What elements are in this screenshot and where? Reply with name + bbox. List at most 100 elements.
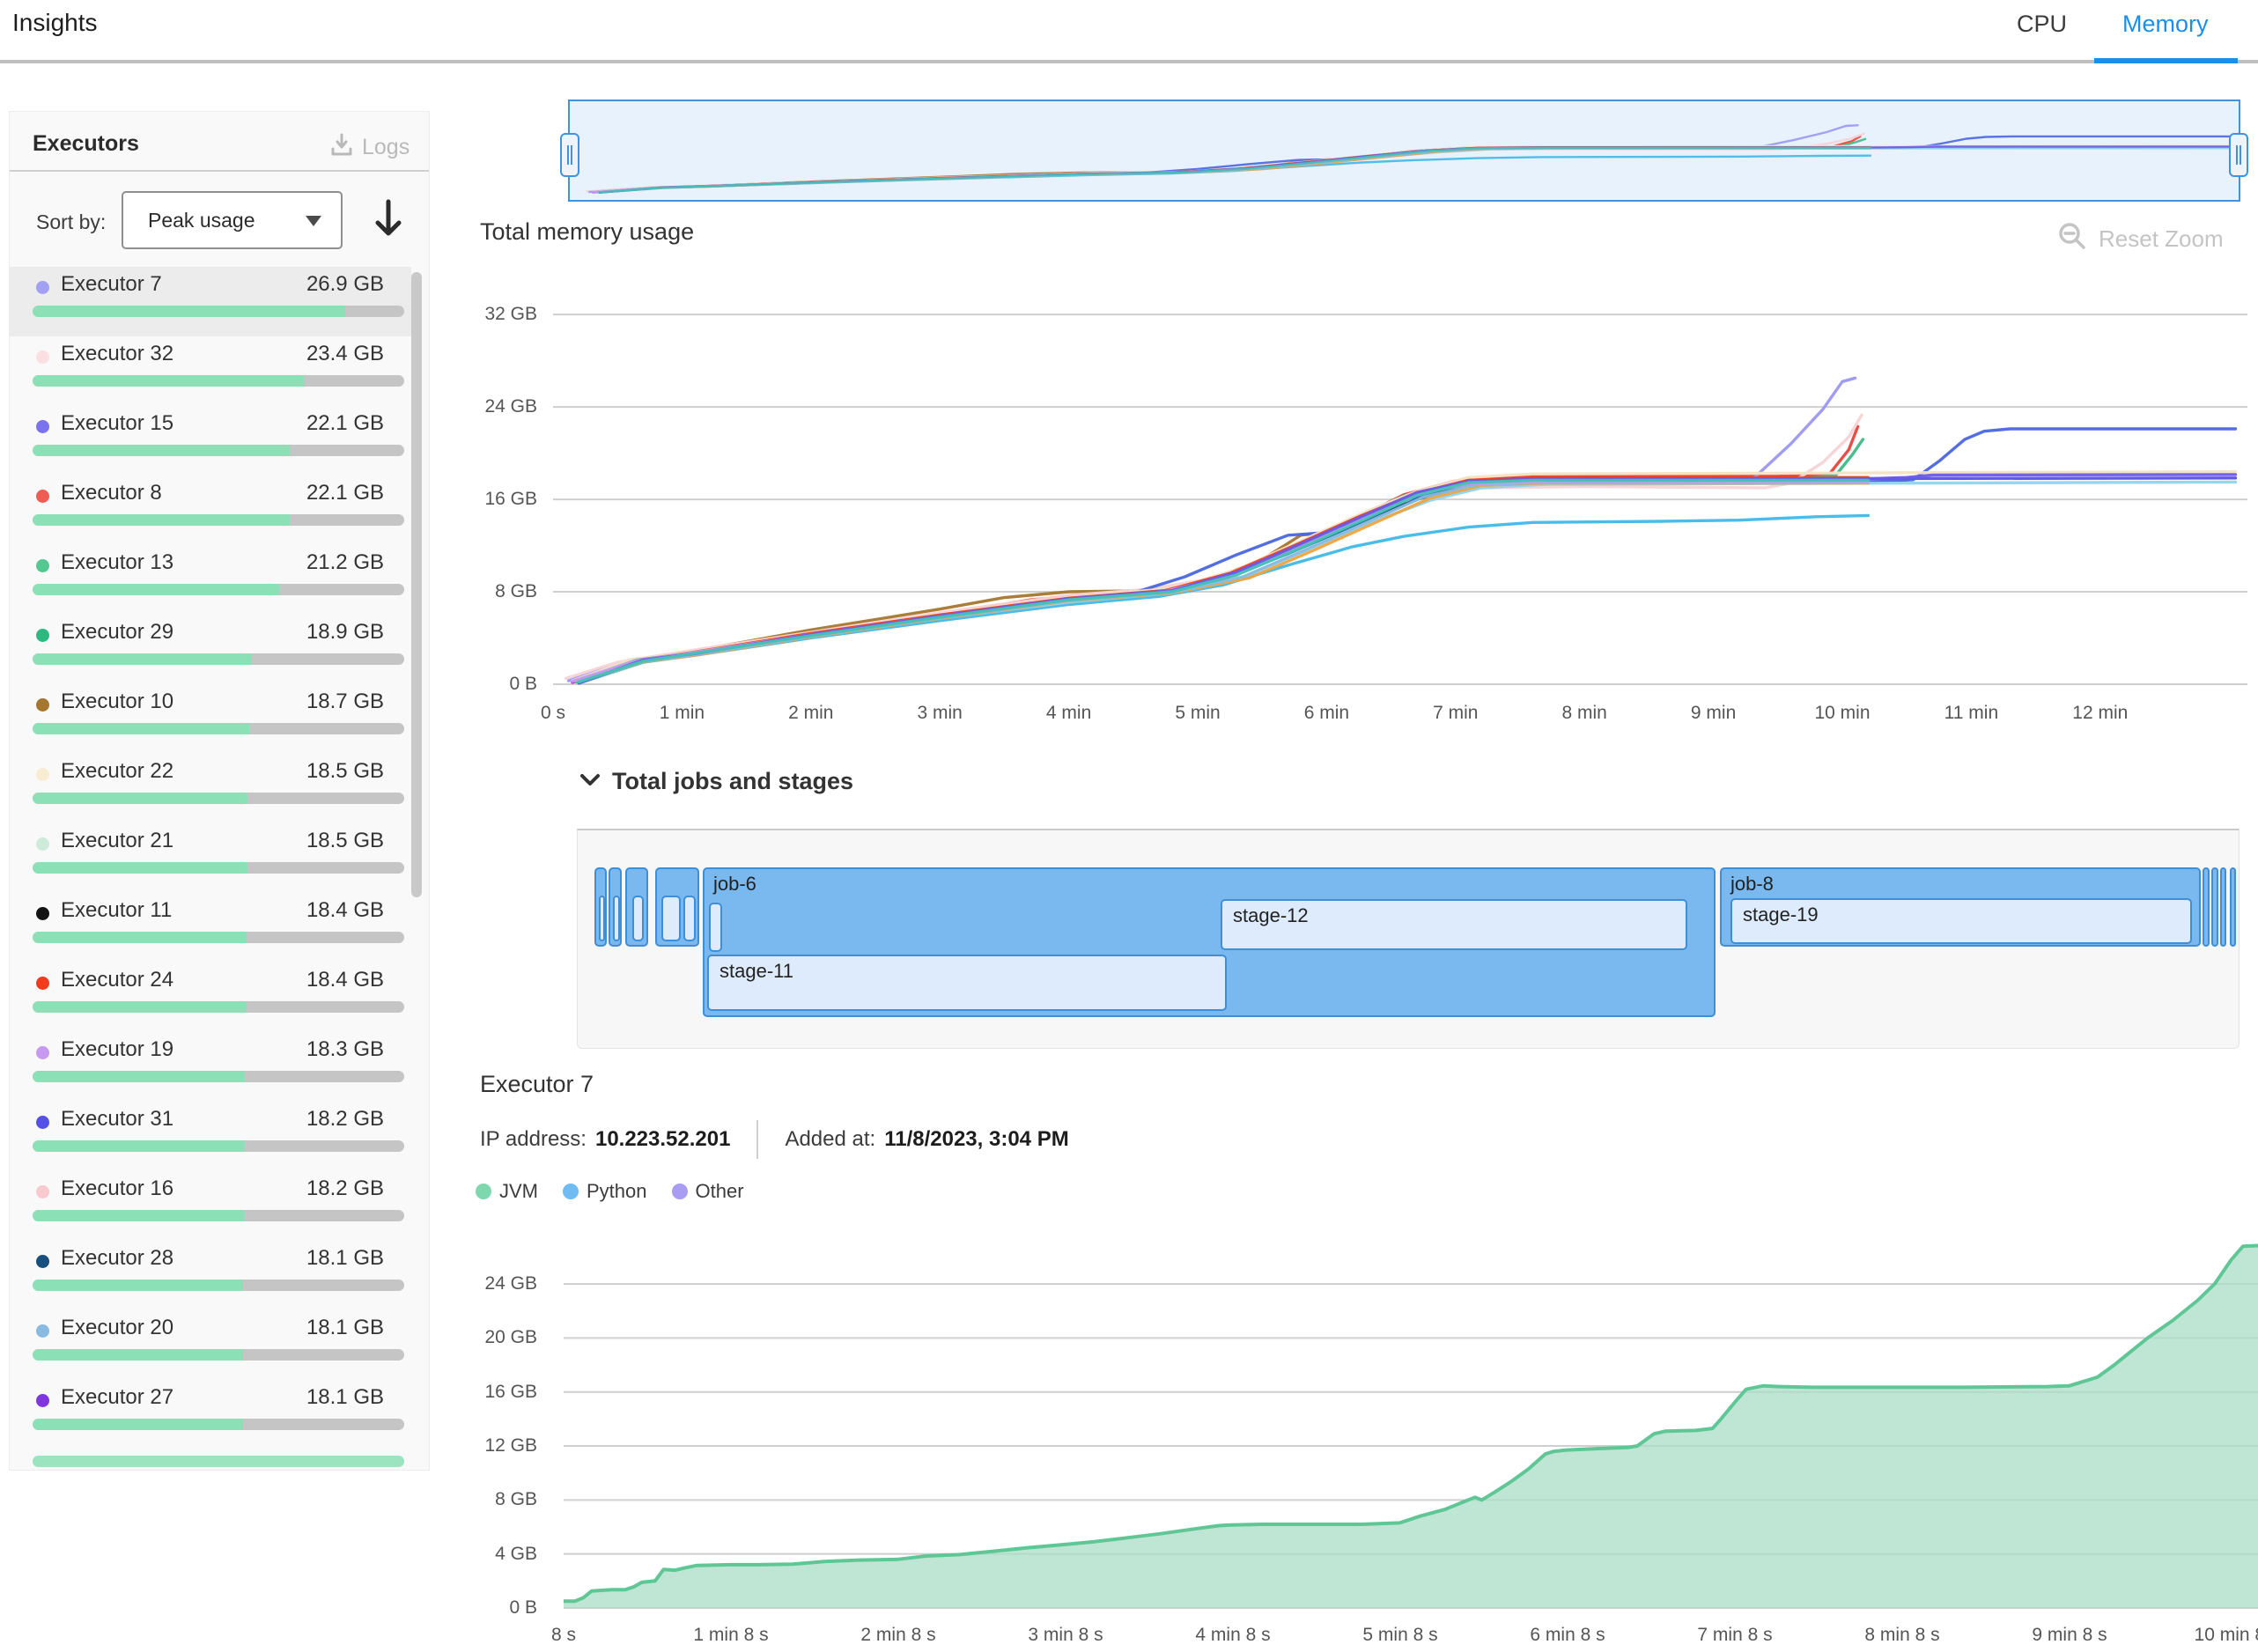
gantt-stage-stage-11[interactable]: stage-11	[707, 955, 1227, 1011]
x-tick-label: 11 min	[1944, 703, 1999, 723]
tab-memory[interactable]: Memory	[2122, 11, 2209, 37]
executor-usage-bar-fill	[33, 1001, 247, 1013]
gantt-job-job-8[interactable]: job-8 stage-19	[1720, 867, 2201, 947]
executor-detail-meta: IP address: 10.223.52.201 Added at: 11/8…	[480, 1120, 1069, 1159]
y-tick-label: 0 B	[509, 674, 537, 694]
gantt-stage[interactable]	[613, 896, 620, 941]
executor-row[interactable]: Executor 13 21.2 GB	[10, 545, 411, 615]
executor-row[interactable]: Executor 19 18.3 GB	[10, 1032, 411, 1102]
x-tick-label: 9 min 8 s	[2032, 1625, 2107, 1645]
gantt-stage[interactable]	[599, 896, 605, 941]
gantt-stage-label: stage-11	[719, 960, 793, 982]
legend-dot	[671, 1184, 688, 1199]
tab-cpu[interactable]: CPU	[2017, 11, 2068, 37]
series-line-executor-26	[577, 513, 1871, 685]
executor-name: Executor 15	[61, 411, 174, 435]
executor-usage-bar-fill	[33, 653, 253, 665]
download-icon	[328, 131, 355, 164]
x-tick-label: 0 s	[540, 703, 566, 723]
x-tick-label: 6 min 8 s	[1530, 1625, 1605, 1645]
ip-address-value: 10.223.52.201	[594, 1127, 731, 1151]
executor-usage-bar-fill	[33, 375, 305, 387]
executor-usage-bar-fill	[33, 306, 345, 317]
legend-dot	[563, 1184, 579, 1199]
gantt-stage[interactable]	[709, 903, 722, 952]
x-tick-label: 3 min	[917, 703, 963, 723]
executor-row[interactable]: Executor 32 23.4 GB	[10, 336, 411, 406]
executor-peak-value: 18.4 GB	[306, 898, 384, 922]
brush-handle-left[interactable]	[560, 133, 579, 177]
series-line-executor-7	[566, 376, 1857, 682]
jobs-section-header[interactable]: Total jobs and stages	[577, 766, 853, 797]
legend-dot	[476, 1184, 491, 1199]
gantt-job[interactable]	[2230, 867, 2236, 947]
x-tick-label: 5 min 8 s	[1362, 1625, 1438, 1645]
executor-row[interactable]: Executor 16 18.2 GB	[10, 1171, 411, 1241]
executor-row[interactable]: Executor 21 18.5 GB	[10, 823, 411, 893]
y-tick-label: 8 GB	[495, 1489, 537, 1510]
x-tick-label: 12 min	[2072, 703, 2129, 723]
executor-row[interactable]: Executor 27 18.1 GB	[10, 1380, 411, 1449]
gantt-stage-stage-19[interactable]: stage-19	[1730, 898, 2192, 944]
executor-name: Executor 28	[61, 1246, 174, 1270]
y-tick-label: 4 GB	[495, 1543, 537, 1564]
executor-row[interactable]: Executor 29 18.9 GB	[10, 615, 411, 684]
executor-name: Executor 20	[61, 1316, 174, 1339]
executor-name: Executor 27	[61, 1385, 174, 1409]
x-tick-label: 2 min	[788, 703, 834, 723]
gantt-job[interactable]	[2211, 867, 2218, 947]
executor-name: Executor 31	[61, 1107, 174, 1131]
gantt-job-job-6[interactable]: job-6 stage-12 stage-11	[703, 867, 1716, 1017]
executors-panel: Executors Logs Sort by: Peak usage Execu…	[9, 111, 430, 1471]
gantt-stage[interactable]	[661, 896, 681, 941]
executor-row[interactable]: Executor 24 18.4 GB	[10, 962, 411, 1032]
executor-peak-value: 18.2 GB	[306, 1107, 384, 1131]
executor-color-dot	[36, 281, 49, 294]
executor-color-dot	[36, 1185, 49, 1198]
executor-usage-bar	[33, 445, 404, 456]
executor-row[interactable]: Executor 20 18.1 GB	[10, 1310, 411, 1380]
executor-name: Executor 13	[61, 550, 174, 574]
list-scrollbar-thumb[interactable]	[411, 272, 422, 897]
gantt-stage-stage-12[interactable]: stage-12	[1221, 899, 1687, 950]
x-tick-label: 4 min	[1045, 703, 1092, 723]
executor-row[interactable]: Executor 8 22.1 GB	[10, 476, 411, 545]
series-line-executor-18	[577, 478, 1871, 684]
executor-usage-bar-fill	[33, 1280, 243, 1291]
gantt-job[interactable]	[655, 867, 699, 947]
y-tick-label: 32 GB	[484, 304, 537, 325]
header-divider	[0, 60, 2258, 63]
series-line-executor-20	[577, 481, 1871, 684]
executor-row[interactable]: Executor 7 26.9 GB	[10, 267, 411, 336]
sort-direction-button[interactable]	[369, 196, 408, 247]
gantt-job[interactable]	[609, 867, 622, 947]
executor-peak-value: 18.5 GB	[306, 759, 384, 783]
executor-row[interactable]: Executor 22 18.5 GB	[10, 754, 411, 823]
executor-peak-value: 18.1 GB	[306, 1246, 384, 1270]
logs-button[interactable]: Logs	[328, 131, 410, 164]
executor-usage-bar-fill	[33, 862, 247, 874]
executor-usage-bar	[33, 932, 404, 943]
reset-zoom-button[interactable]: Reset Zoom	[2056, 220, 2224, 258]
executor-row[interactable]: Executor 31 18.2 GB	[10, 1102, 411, 1171]
executor-row[interactable]: Executor 10 18.7 GB	[10, 684, 411, 754]
legend-label: JVM	[499, 1180, 538, 1202]
gantt-job[interactable]	[625, 867, 648, 947]
gantt-job[interactable]	[2220, 867, 2226, 947]
gantt-job[interactable]	[594, 867, 607, 947]
y-tick-label: 0 B	[509, 1597, 537, 1618]
gantt-stage[interactable]	[632, 896, 644, 941]
executor-usage-bar	[33, 514, 404, 526]
sort-select[interactable]: Peak usage	[122, 191, 343, 249]
zoom-brush[interactable]	[560, 100, 2248, 202]
executor-row[interactable]: Executor 15 22.1 GB	[10, 406, 411, 476]
legend-item-python: Python	[563, 1180, 647, 1203]
executor-row[interactable]: Executor 11 18.4 GB	[10, 893, 411, 962]
executor-peak-value: 18.7 GB	[306, 690, 384, 713]
brush-handle-right[interactable]	[2229, 133, 2248, 177]
executor-row[interactable]: Executor 28 18.1 GB	[10, 1241, 411, 1310]
executor-name: Executor 7	[61, 272, 162, 296]
gantt-job[interactable]	[2203, 867, 2210, 947]
executor-usage-bar	[33, 653, 404, 665]
gantt-stage[interactable]	[683, 896, 696, 941]
